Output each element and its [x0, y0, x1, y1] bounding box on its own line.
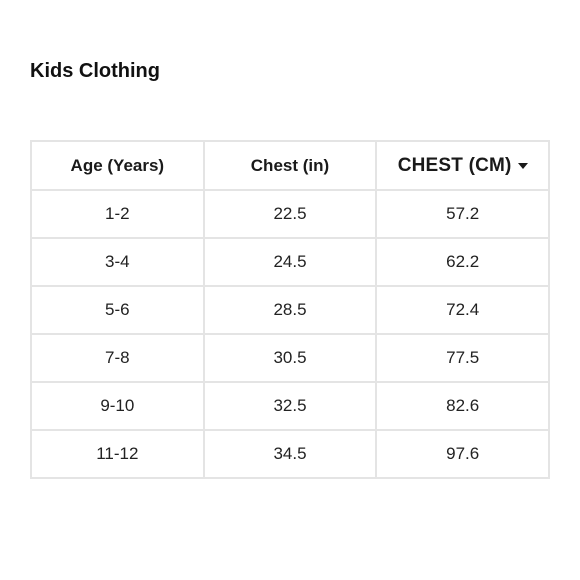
cell-age: 9-10: [30, 381, 205, 431]
cell-age: 7-8: [30, 333, 205, 383]
unit-select-label: CHEST (CM): [397, 154, 512, 176]
table-row: 7-8 30.5 77.5: [30, 333, 550, 383]
cell-chest-in: 22.5: [202, 189, 378, 239]
caret-down-icon: [517, 163, 528, 169]
cell-age: 1-2: [30, 189, 205, 239]
header-age: Age (Years): [30, 140, 205, 191]
cell-chest-in: 24.5: [202, 237, 378, 287]
cell-age: 3-4: [30, 237, 205, 287]
cell-chest-cm: 77.5: [375, 333, 550, 383]
cell-chest-in: 34.5: [202, 429, 378, 479]
size-chart-table: Age (Years) Chest (in) CHEST (CM) 1-2 22…: [30, 140, 550, 479]
table-header-row: Age (Years) Chest (in) CHEST (CM): [30, 140, 550, 191]
cell-chest-cm: 72.4: [375, 285, 550, 335]
header-chest-cm[interactable]: CHEST (CM): [375, 140, 550, 191]
cell-chest-in: 32.5: [202, 381, 378, 431]
cell-chest-in: 30.5: [202, 333, 378, 383]
cell-chest-cm: 57.2: [375, 189, 550, 239]
cell-chest-cm: 97.6: [375, 429, 550, 479]
table-row: 11-12 34.5 97.6: [30, 429, 550, 479]
table-row: 1-2 22.5 57.2: [30, 189, 550, 239]
page-title: Kids Clothing: [30, 60, 160, 82]
cell-age: 11-12: [30, 429, 205, 479]
header-chest-in: Chest (in): [202, 140, 378, 191]
cell-age: 5-6: [30, 285, 205, 335]
cell-chest-cm: 62.2: [375, 237, 550, 287]
cell-chest-cm: 82.6: [375, 381, 550, 431]
cell-chest-in: 28.5: [202, 285, 378, 335]
table-row: 5-6 28.5 72.4: [30, 285, 550, 335]
table-row: 3-4 24.5 62.2: [30, 237, 550, 287]
unit-select[interactable]: CHEST (CM): [398, 155, 528, 177]
table-row: 9-10 32.5 82.6: [30, 381, 550, 431]
